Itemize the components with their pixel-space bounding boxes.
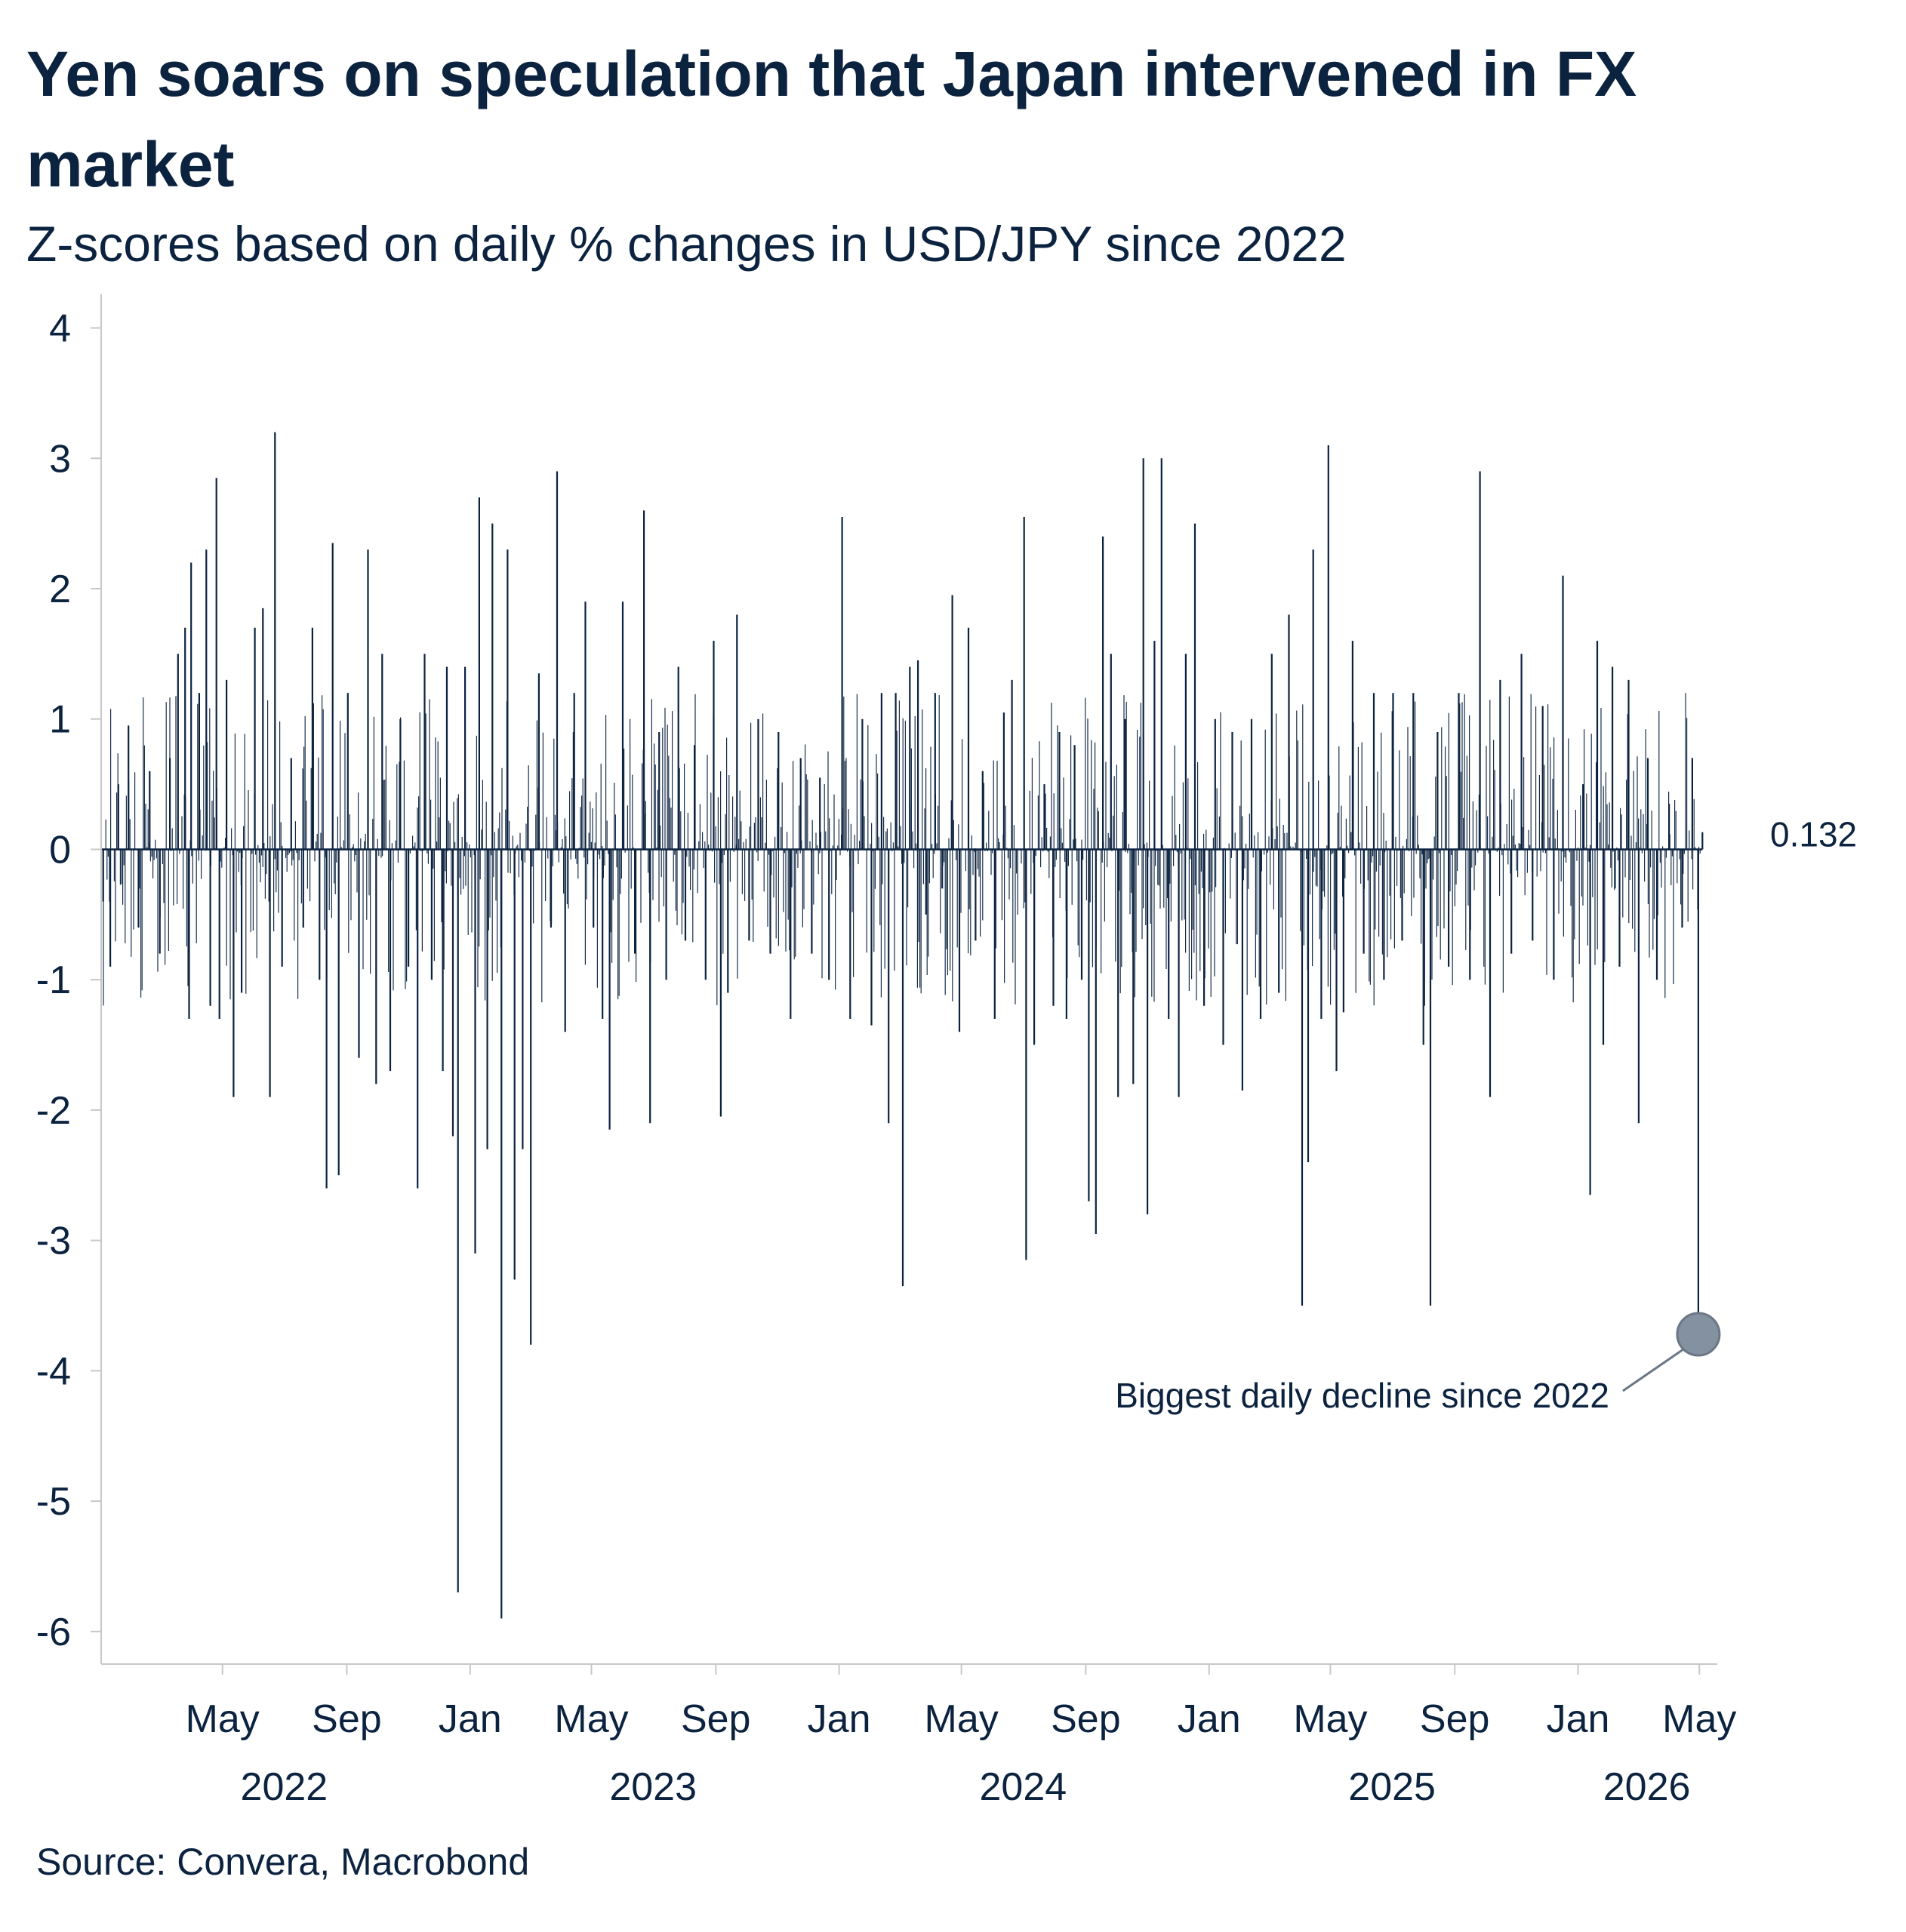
annotation-label: Biggest daily decline since 2022: [1115, 1376, 1609, 1415]
annotation-leader: [1622, 1348, 1684, 1392]
y-tick-label: 2: [49, 568, 71, 611]
x-tick-label: Jan: [1547, 1697, 1610, 1741]
last-value-label: 0.132: [1770, 814, 1857, 854]
annotation-marker: [1676, 1312, 1721, 1357]
x-year-label: 2024: [979, 1765, 1067, 1809]
axes-layer: [91, 294, 1717, 1675]
source-note: Source: Convera, Macrobond: [36, 1841, 530, 1883]
zscore-bar-chart: 4 3 2 1 0 -1 -2 -3 -4 -5 -6 May Sep Jan May Sep Jan May Se…: [36, 294, 1857, 1809]
y-tick-label: -4: [36, 1349, 71, 1393]
x-tick-label: Sep: [681, 1697, 751, 1741]
y-tick-label: 3: [49, 437, 71, 481]
x-year-label: 2023: [609, 1765, 697, 1809]
x-tick-label: Jan: [1178, 1697, 1241, 1741]
chart-title: Yen soars on speculation that Japan inte…: [26, 38, 1637, 200]
x-year-label: 2026: [1603, 1765, 1691, 1809]
y-tick-label: -1: [36, 958, 71, 1002]
y-tick-label: -6: [36, 1611, 71, 1654]
y-tick-label: -2: [36, 1089, 71, 1133]
y-tick-label: 4: [49, 307, 71, 351]
x-tick-label: May: [186, 1697, 260, 1741]
bars-layer: [101, 432, 1704, 1619]
x-tick-label: Jan: [439, 1697, 502, 1741]
y-tick-label: 0: [49, 828, 71, 872]
x-year-label: 2025: [1348, 1765, 1436, 1809]
x-tick-label: Sep: [312, 1697, 382, 1741]
chart-subtitle: Z-scores based on daily % changes in USD…: [26, 216, 1347, 272]
x-tick-label: May: [554, 1697, 628, 1741]
x-tick-label: May: [1662, 1697, 1736, 1741]
y-tick-label: 1: [49, 698, 71, 742]
x-tick-label: Sep: [1051, 1697, 1121, 1741]
x-year-label: 2022: [241, 1765, 328, 1809]
x-tick-label: May: [1293, 1697, 1367, 1741]
y-tick-label: -3: [36, 1220, 71, 1263]
x-tick-label: May: [925, 1697, 999, 1741]
y-tick-label: -5: [36, 1480, 71, 1524]
x-tick-label: Jan: [808, 1697, 871, 1741]
annotation-layer: Biggest daily decline since 2022: [1115, 1312, 1721, 1415]
labels-layer: 4 3 2 1 0 -1 -2 -3 -4 -5 -6 May Sep Jan May Sep Jan May Se…: [36, 307, 1857, 1809]
x-tick-label: Sep: [1420, 1697, 1490, 1741]
bar-texture: [103, 693, 1702, 1006]
